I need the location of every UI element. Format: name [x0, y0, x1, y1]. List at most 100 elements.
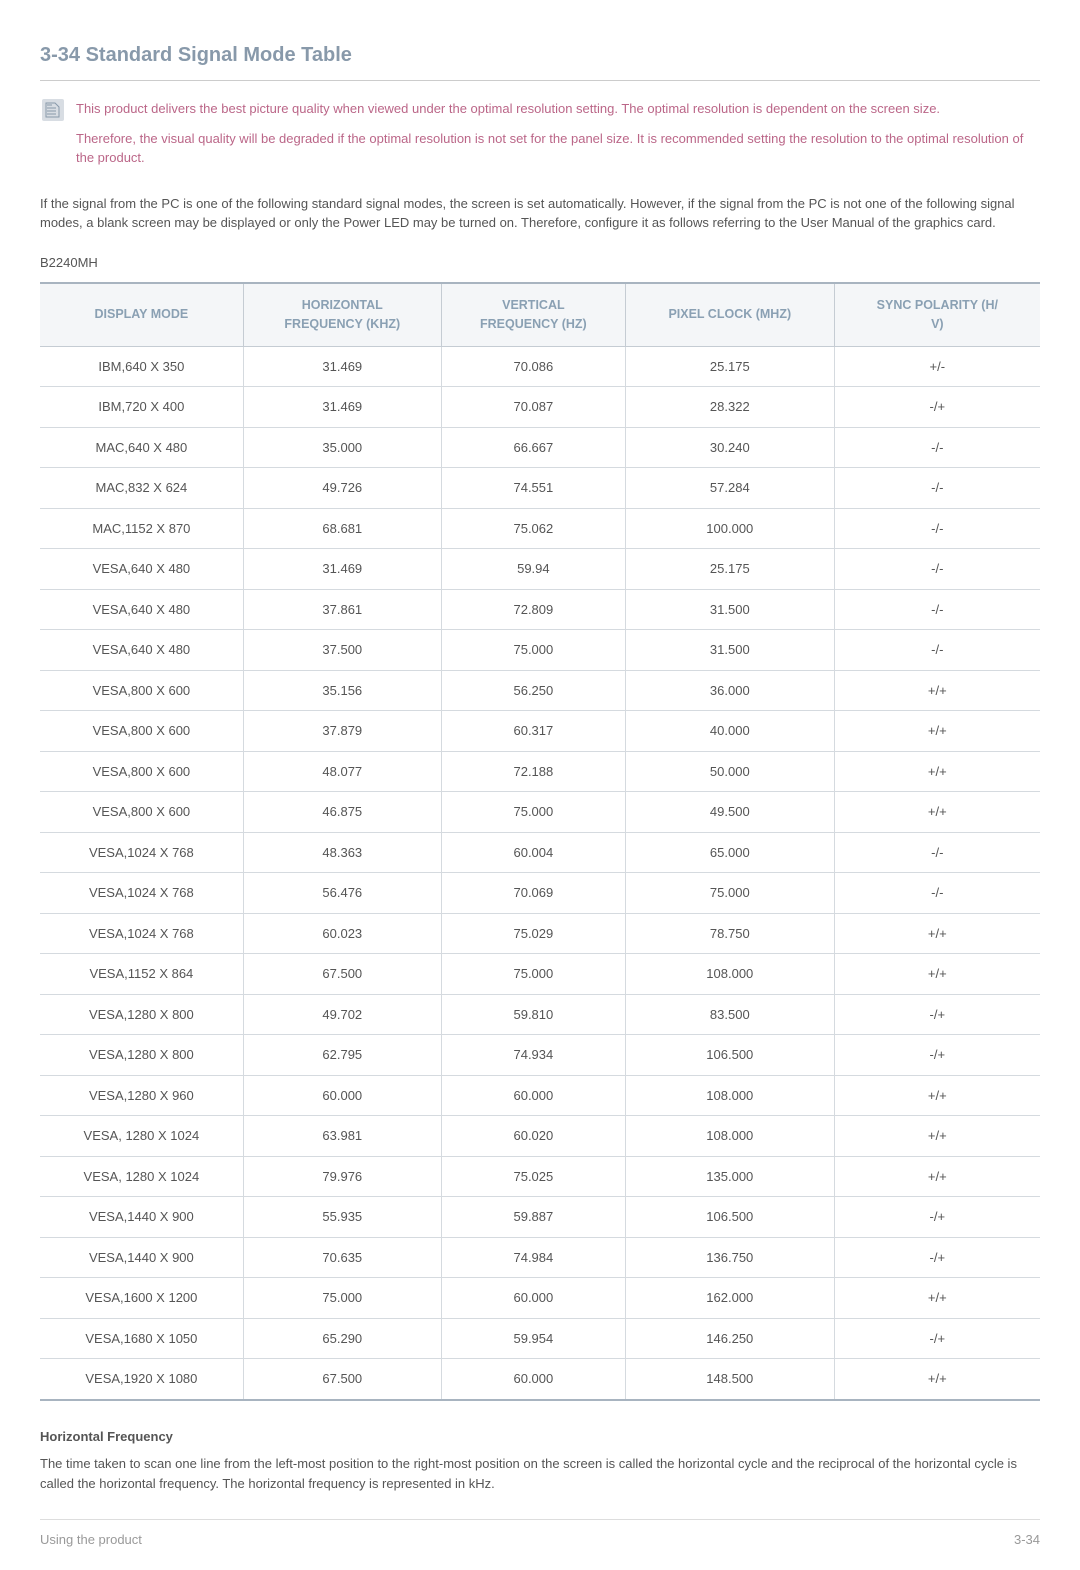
table-cell: 74.551: [441, 468, 625, 509]
intro-text: If the signal from the PC is one of the …: [40, 194, 1040, 233]
table-cell: +/+: [834, 1278, 1040, 1319]
table-cell: 31.469: [243, 346, 441, 387]
table-row: VESA,800 X 60035.15656.25036.000+/+: [40, 670, 1040, 711]
table-cell: 67.500: [243, 954, 441, 995]
table-cell: VESA,1680 X 1050: [40, 1318, 243, 1359]
table-row: VESA,1024 X 76860.02375.02978.750+/+: [40, 913, 1040, 954]
table-cell: VESA,800 X 600: [40, 670, 243, 711]
table-cell: 59.810: [441, 994, 625, 1035]
section-heading: 3-34 Standard Signal Mode Table: [40, 40, 1040, 81]
table-cell: -/+: [834, 387, 1040, 428]
table-cell: +/+: [834, 670, 1040, 711]
table-cell: -/+: [834, 1318, 1040, 1359]
table-cell: -/-: [834, 468, 1040, 509]
table-cell: VESA,800 X 600: [40, 711, 243, 752]
table-cell: 83.500: [625, 994, 834, 1035]
table-cell: -/+: [834, 1035, 1040, 1076]
table-cell: -/+: [834, 994, 1040, 1035]
table-cell: 70.087: [441, 387, 625, 428]
table-cell: VESA,1024 X 768: [40, 913, 243, 954]
table-cell: MAC,1152 X 870: [40, 508, 243, 549]
table-cell: 63.981: [243, 1116, 441, 1157]
table-cell: 57.284: [625, 468, 834, 509]
table-cell: 59.887: [441, 1197, 625, 1238]
table-row: VESA, 1280 X 102463.98160.020108.000+/+: [40, 1116, 1040, 1157]
table-cell: 46.875: [243, 792, 441, 833]
table-cell: 70.086: [441, 346, 625, 387]
table-cell: 65.000: [625, 832, 834, 873]
table-cell: VESA,1440 X 900: [40, 1237, 243, 1278]
table-cell: -/-: [834, 427, 1040, 468]
table-cell: 59.954: [441, 1318, 625, 1359]
table-row: IBM,720 X 40031.46970.08728.322-/+: [40, 387, 1040, 428]
table-cell: 48.363: [243, 832, 441, 873]
table-cell: +/+: [834, 954, 1040, 995]
table-cell: 40.000: [625, 711, 834, 752]
table-cell: 37.500: [243, 630, 441, 671]
table-cell: 75.000: [625, 873, 834, 914]
table-cell: -/-: [834, 589, 1040, 630]
table-cell: 75.000: [243, 1278, 441, 1319]
table-cell: 49.702: [243, 994, 441, 1035]
signal-mode-table: DISPLAY MODEHORIZONTALFREQUENCY (KHZ)VER…: [40, 282, 1040, 1401]
table-cell: 74.934: [441, 1035, 625, 1076]
table-cell: 66.667: [441, 427, 625, 468]
table-cell: 146.250: [625, 1318, 834, 1359]
table-row: VESA,1440 X 90055.93559.887106.500-/+: [40, 1197, 1040, 1238]
table-cell: +/+: [834, 1116, 1040, 1157]
table-cell: 78.750: [625, 913, 834, 954]
table-header: VERTICALFREQUENCY (HZ): [441, 283, 625, 346]
note-text: This product delivers the best picture q…: [76, 99, 1040, 178]
table-cell: 79.976: [243, 1156, 441, 1197]
table-cell: 48.077: [243, 751, 441, 792]
table-row: VESA,1600 X 120075.00060.000162.000+/+: [40, 1278, 1040, 1319]
table-cell: 68.681: [243, 508, 441, 549]
table-cell: 56.250: [441, 670, 625, 711]
footer-left: Using the product: [40, 1530, 142, 1550]
table-cell: MAC,640 X 480: [40, 427, 243, 468]
table-cell: 75.025: [441, 1156, 625, 1197]
table-cell: 106.500: [625, 1035, 834, 1076]
note-p1: This product delivers the best picture q…: [76, 99, 1040, 119]
table-cell: -/-: [834, 873, 1040, 914]
table-row: VESA,800 X 60037.87960.31740.000+/+: [40, 711, 1040, 752]
table-cell: 25.175: [625, 549, 834, 590]
table-cell: 70.635: [243, 1237, 441, 1278]
table-cell: VESA,800 X 600: [40, 751, 243, 792]
table-cell: VESA,640 X 480: [40, 630, 243, 671]
table-row: VESA,1440 X 90070.63574.984136.750-/+: [40, 1237, 1040, 1278]
table-cell: 148.500: [625, 1359, 834, 1400]
table-cell: +/+: [834, 792, 1040, 833]
table-cell: 70.069: [441, 873, 625, 914]
table-cell: 50.000: [625, 751, 834, 792]
table-cell: 60.023: [243, 913, 441, 954]
table-cell: 37.861: [243, 589, 441, 630]
table-cell: 49.500: [625, 792, 834, 833]
table-row: VESA,1024 X 76848.36360.00465.000-/-: [40, 832, 1040, 873]
table-header: HORIZONTALFREQUENCY (KHZ): [243, 283, 441, 346]
table-cell: 25.175: [625, 346, 834, 387]
table-cell: VESA,1280 X 800: [40, 994, 243, 1035]
table-cell: +/-: [834, 346, 1040, 387]
table-cell: 60.317: [441, 711, 625, 752]
table-cell: 35.000: [243, 427, 441, 468]
table-cell: +/+: [834, 711, 1040, 752]
table-cell: 135.000: [625, 1156, 834, 1197]
table-cell: 49.726: [243, 468, 441, 509]
table-cell: 55.935: [243, 1197, 441, 1238]
table-cell: VESA,1024 X 768: [40, 873, 243, 914]
table-cell: 60.020: [441, 1116, 625, 1157]
table-cell: +/+: [834, 751, 1040, 792]
table-cell: -/+: [834, 1197, 1040, 1238]
table-cell: 60.000: [441, 1278, 625, 1319]
table-cell: 67.500: [243, 1359, 441, 1400]
table-cell: 37.879: [243, 711, 441, 752]
table-cell: 28.322: [625, 387, 834, 428]
table-cell: 31.500: [625, 589, 834, 630]
table-cell: VESA,1920 X 1080: [40, 1359, 243, 1400]
table-cell: VESA,1152 X 864: [40, 954, 243, 995]
table-cell: 108.000: [625, 1116, 834, 1157]
table-cell: 60.000: [441, 1075, 625, 1116]
hf-heading: Horizontal Frequency: [40, 1427, 1040, 1447]
table-cell: 72.809: [441, 589, 625, 630]
